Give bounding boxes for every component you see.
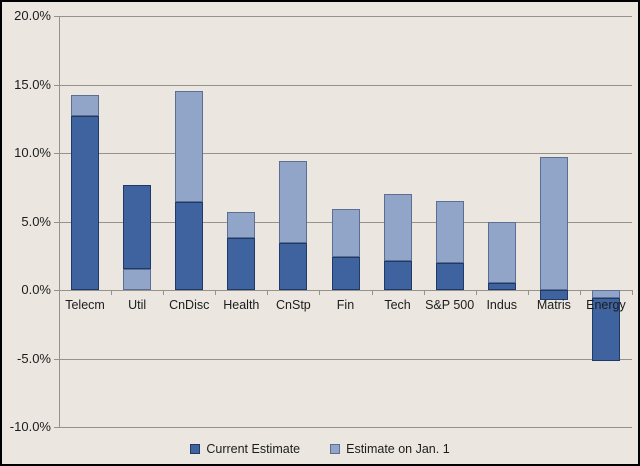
- y-axis-tick-label: 10.0%: [14, 145, 51, 160]
- category-label-fin: Fin: [336, 298, 355, 312]
- bar-segment-fin-estimate-on-jan-1: [331, 209, 360, 258]
- bar-segment-util-current-estimate: [123, 184, 152, 270]
- category-axis-tick: [632, 290, 633, 295]
- bar-segment-cndisc-current-estimate: [175, 202, 204, 290]
- bar-segment-matris-estimate-on-jan-1: [539, 157, 568, 290]
- category-label-indus: Indus: [486, 298, 518, 312]
- bar-segment-matris-current-estimate: [539, 290, 568, 300]
- gridline-20: [54, 16, 632, 17]
- bar-segment-util-estimate-on-jan-1: [123, 269, 152, 290]
- y-axis-tick-label: -5.0%: [17, 350, 51, 366]
- gridline-0: [54, 290, 632, 291]
- bar-segment-cnstp-estimate-on-jan-1: [279, 161, 308, 244]
- category-label-energy: Energy: [586, 298, 626, 312]
- legend-label-current-estimate: Current Estimate: [206, 442, 301, 456]
- legend-entry-jan1: Estimate on Jan. 1: [330, 442, 450, 456]
- category-axis-tick: [423, 290, 425, 295]
- bar-segment-health-current-estimate: [227, 237, 256, 290]
- category-label-health: Health: [223, 298, 260, 312]
- bar-segment-telecm-current-estimate: [71, 116, 100, 290]
- plot-area: Telecm Util CnDisc Health CnStp Fin Tech S&P 50…: [54, 16, 633, 428]
- gridline-15: [54, 84, 632, 86]
- y-axis-tick-label: 15.0%: [14, 76, 51, 92]
- bar-segment-energy-estimate-on-jan-1: [591, 290, 620, 299]
- bar-segment-cnstp-current-estimate: [279, 243, 308, 290]
- bar-segment-health-estimate-on-jan-1: [227, 211, 256, 238]
- category-label-cndisc: CnDisc: [169, 298, 210, 312]
- bar-segment-tech-estimate-on-jan-1: [383, 194, 412, 262]
- category-label-s-p-500: S&P 500: [425, 298, 475, 312]
- gridline--10: [54, 427, 632, 428]
- bar-segment-indus-estimate-on-jan-1: [487, 221, 516, 284]
- category-axis-tick: [59, 290, 60, 295]
- y-axis-tick-label: -10.0%: [9, 419, 51, 434]
- gridline--5: [54, 358, 632, 360]
- category-axis-tick: [111, 290, 113, 295]
- y-axis-tick-label: 5.0%: [21, 213, 51, 229]
- category-label-tech: Tech: [384, 298, 411, 312]
- y-axis-tick-label: 0.0%: [21, 282, 51, 297]
- bar-segment-s-p-500-estimate-on-jan-1: [435, 200, 464, 263]
- legend: Current Estimate Estimate on Jan. 1: [2, 442, 638, 456]
- category-axis-tick: [215, 290, 217, 295]
- category-label-cnstp: CnStp: [276, 298, 311, 312]
- category-axis-tick: [579, 290, 581, 295]
- bar-segment-indus-current-estimate: [487, 283, 516, 290]
- category-axis-tick: [371, 290, 373, 295]
- bar-segment-energy-current-estimate: [591, 298, 620, 362]
- category-label-matris: Matris: [536, 298, 571, 312]
- legend-label-estimate-jan1: Estimate on Jan. 1: [346, 442, 450, 456]
- category-axis-tick: [267, 290, 269, 295]
- category-axis-tick: [319, 290, 321, 295]
- legend-swatch-current-estimate: [190, 444, 201, 454]
- bar-segment-tech-current-estimate: [383, 261, 412, 290]
- category-label-util: Util: [128, 298, 147, 312]
- y-axis-tick-label: 20.0%: [14, 8, 51, 23]
- bar-segment-cndisc-estimate-on-jan-1: [175, 91, 204, 203]
- legend-swatch-estimate-jan1: [330, 444, 341, 454]
- gridline-10: [54, 153, 632, 154]
- bar-segment-telecm-estimate-on-jan-1: [71, 95, 100, 116]
- category-axis-tick: [163, 290, 165, 295]
- bar-segment-s-p-500-current-estimate: [435, 262, 464, 290]
- category-axis-tick: [475, 290, 477, 295]
- bar-segment-fin-current-estimate: [331, 257, 360, 290]
- category-label-telecm: Telecm: [65, 298, 105, 312]
- category-axis-tick: [527, 290, 529, 295]
- legend-entry-current: Current Estimate: [190, 442, 300, 456]
